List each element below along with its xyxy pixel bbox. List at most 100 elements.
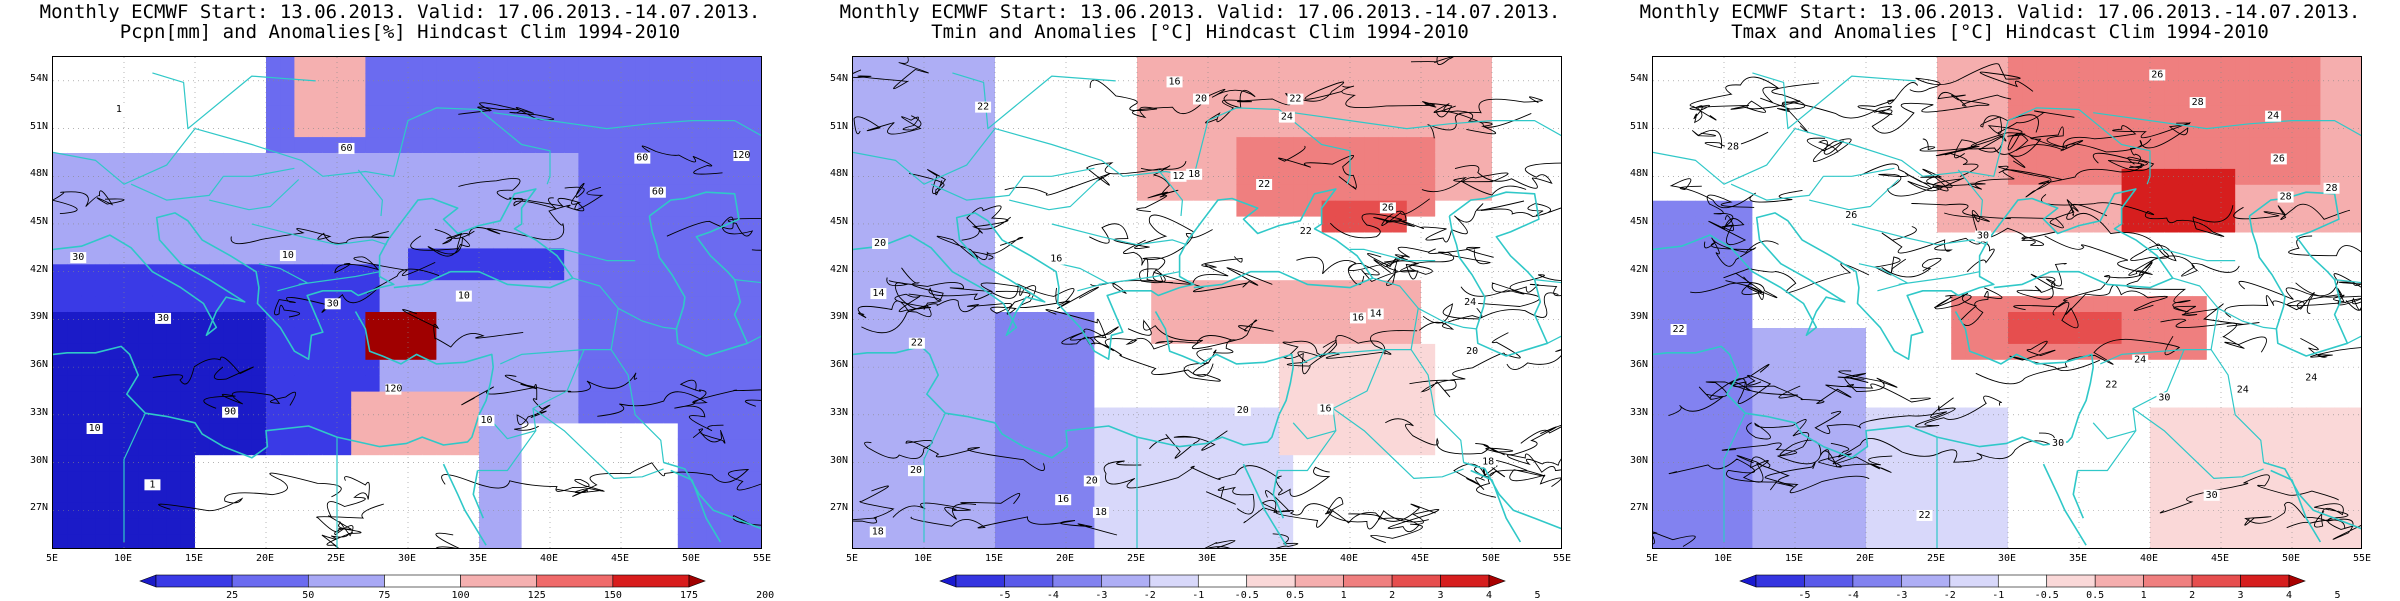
contour-label: 120: [732, 150, 750, 161]
colorbar-tick-label: -1: [1192, 590, 1205, 601]
colorbar-tick-label: -1: [1992, 590, 2005, 601]
lon-tick-label: 10E: [113, 553, 133, 564]
contour-label: 30: [327, 298, 339, 309]
colorbar-graphic: [139, 574, 706, 588]
contour-label: 22: [1289, 94, 1301, 105]
lat-tick-label: 54N: [29, 72, 48, 84]
lat-tick-label: 45N: [1629, 215, 1648, 227]
lat-tick-label: 51N: [1629, 120, 1648, 132]
colorbar-tick-label: 5: [1534, 590, 1541, 601]
contour-label: 16: [1057, 494, 1069, 505]
colorbar: [920, 573, 1525, 588]
contour-label: 24: [2267, 111, 2279, 122]
tmax-panel: Monthly ECMWF Start: 13.06.2013. Valid: …: [1600, 0, 2400, 601]
lon-tick-label: 5E: [1645, 553, 1659, 564]
contour-label: 20: [874, 238, 886, 249]
colorbar-tick-label: 3: [1437, 590, 1444, 601]
contour-label: 22: [1673, 324, 1685, 335]
colorbar-graphic: [1739, 574, 2306, 588]
colorbar: [1720, 573, 2325, 588]
colorbar-tick-label: -2: [1943, 590, 1956, 601]
lon-tick-label: 55E: [2352, 553, 2372, 564]
lon-tick-label: 5E: [845, 553, 859, 564]
lat-tick-label: 42N: [29, 263, 48, 275]
anomaly-shading: [1653, 57, 2361, 548]
lon-tick-label: 40E: [2139, 553, 2159, 564]
colorbar-tick-label: 100: [451, 590, 470, 601]
contour-label: 24: [2237, 384, 2249, 395]
lat-tick-label: 48N: [829, 168, 848, 180]
lat-tick-label: 36N: [1629, 359, 1648, 371]
contour-label: 30: [1977, 231, 1989, 242]
panel-title-line1: Monthly ECMWF Start: 13.06.2013. Valid: …: [839, 1, 1561, 23]
contour-label: 28: [2192, 97, 2204, 108]
contour-label: 24: [2134, 355, 2146, 366]
contour-label: 120: [384, 384, 402, 395]
contour-label: 22: [2105, 379, 2117, 390]
contour-label: 28: [1727, 142, 1739, 153]
contour-labels: 14 16 14 12 16 18 20 22 16 18 20 22 20 16 18 22 20 22 24 26…: [869, 76, 1497, 538]
colorbar-tick-label: 25: [226, 590, 239, 601]
lat-tick-label: 48N: [1629, 168, 1648, 180]
lat-tick-label: 27N: [829, 502, 848, 514]
contour-label: 14: [1370, 308, 1382, 319]
lat-tick-label: 30N: [29, 454, 48, 466]
map-canvas: 30 60 90 120 10 1 30 60 120 10 1 30 10 60 10: [53, 57, 761, 548]
contour-label: 18: [1095, 507, 1107, 518]
lon-tick-label: 5E: [45, 553, 59, 564]
contour-label: 30: [72, 252, 84, 263]
contour-labels: 22 24 26 28 30 24 22 26 28 30 24 26 28 30 22 24 30 28: [1670, 70, 2340, 521]
colorbar-tick-label: 3: [2237, 590, 2244, 601]
contour-label: 26: [2151, 70, 2163, 81]
colorbar-tick-label: 50: [302, 590, 315, 601]
contour-label: 14: [872, 288, 884, 299]
contour-label: 18: [872, 526, 884, 537]
lat-tick-label: 39N: [1629, 311, 1648, 323]
contour-label: 22: [1300, 226, 1312, 237]
lon-tick-label: 40E: [539, 553, 559, 564]
contour-label: 26: [1845, 210, 1857, 221]
contour-label: 16: [1352, 312, 1364, 323]
contour-label: 16: [1050, 254, 1062, 265]
coastlines: [1653, 188, 2361, 546]
contour-label: 30: [2158, 392, 2170, 403]
panel-title-line2: Tmax and Anomalies [°C] Hindcast Clim 19…: [1731, 21, 2269, 43]
panel-title-line1: Monthly ECMWF Start: 13.06.2013. Valid: …: [1639, 1, 2361, 23]
contour-label: 22: [911, 338, 923, 349]
contour-label: 16: [1319, 404, 1331, 415]
lat-tick-label: 51N: [29, 120, 48, 132]
contour-label: 30: [157, 313, 169, 324]
lon-tick-label: 35E: [1268, 553, 1288, 564]
lat-tick-label: 42N: [829, 263, 848, 275]
colorbar-tick-label: 0.5: [1286, 590, 1305, 601]
panel-title-line1: Monthly ECMWF Start: 13.06.2013. Valid: …: [39, 1, 761, 23]
contour-label: 28: [2280, 192, 2292, 203]
lat-tick-label: 48N: [29, 168, 48, 180]
lon-tick-label: 40E: [1339, 553, 1359, 564]
contour-lines: [1653, 63, 2361, 547]
colorbar-tick-label: 175: [679, 590, 699, 601]
contour-label: 22: [1918, 510, 1930, 521]
country-borders: [1653, 72, 2361, 548]
lat-tick-label: 45N: [29, 215, 48, 227]
contour-label: 1: [149, 479, 155, 490]
country-borders: [853, 72, 1561, 548]
contour-label: 24: [1464, 297, 1476, 308]
lon-tick-label: 30E: [397, 553, 417, 564]
lat-tick-label: 54N: [829, 72, 848, 84]
colorbar-tick-label: 2: [2189, 590, 2196, 601]
contour-labels: 30 60 90 120 10 1 30 60 120 10 1 30 10 60 10: [70, 103, 750, 491]
lon-tick-label: 50E: [2281, 553, 2301, 564]
colorbar-tick-label: -0.5: [1234, 590, 1259, 601]
lon-tick-label: 25E: [1126, 553, 1146, 564]
lat-tick-label: 45N: [829, 215, 848, 227]
contour-label: 16: [1169, 76, 1181, 87]
contour-label: 24: [2305, 372, 2317, 383]
colorbar-tick-label: 125: [527, 590, 546, 601]
contour-label: 26: [1382, 202, 1394, 213]
lon-tick-label: 50E: [1481, 553, 1501, 564]
contour-lines: [853, 57, 1561, 548]
lat-tick-label: 39N: [829, 311, 848, 323]
colorbar-tick-label: -4: [1046, 590, 1059, 601]
lon-tick-label: 15E: [984, 553, 1004, 564]
